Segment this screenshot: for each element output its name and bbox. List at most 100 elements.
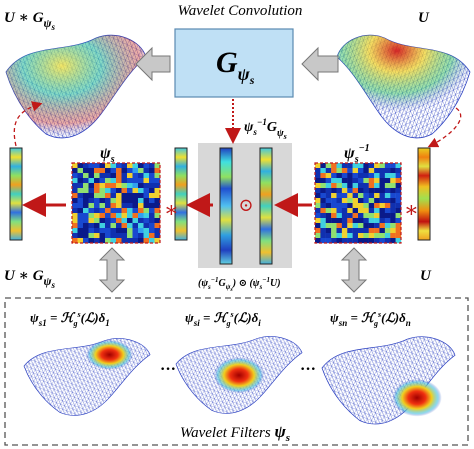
matrix-cell — [368, 208, 375, 214]
matrix-cell — [379, 163, 386, 169]
matrix-cell — [352, 163, 359, 169]
matrix-cell — [374, 183, 380, 189]
matrix-cell — [127, 183, 133, 189]
matrix-cell — [132, 213, 139, 219]
matrix-cell — [121, 218, 128, 224]
matrix-cell — [88, 213, 95, 219]
matrix-cell — [352, 168, 359, 174]
matrix-cell — [138, 173, 144, 179]
matrix-cell — [384, 213, 391, 219]
matrix-cell — [352, 228, 359, 234]
matrix-cell — [132, 188, 139, 194]
matrix-cell — [154, 173, 161, 179]
matrix-cell — [138, 163, 144, 169]
matrix-cell — [105, 218, 111, 224]
matrix-cell — [320, 188, 326, 194]
matrix-cell — [110, 168, 117, 174]
wavelet-matrix — [72, 163, 161, 244]
matrix-cell — [352, 223, 359, 229]
matrix-cell — [331, 238, 337, 244]
matrix-cell — [105, 163, 111, 169]
matrix-cell — [390, 183, 396, 189]
matrix-cell — [83, 228, 89, 234]
matrix-cell — [121, 163, 128, 169]
matrix-cell — [99, 208, 106, 214]
matrix-cell — [341, 183, 348, 189]
matrix-cell — [99, 163, 106, 169]
matrix-cell — [358, 213, 364, 219]
matrix-cell — [77, 178, 84, 184]
matrix-cell — [336, 163, 343, 169]
matrix-cell — [83, 188, 89, 194]
matrix-cell — [320, 213, 326, 219]
matrix-cell — [390, 238, 396, 244]
matrix-cell — [363, 228, 369, 234]
matrix-cell — [395, 223, 402, 229]
matrix-cell — [110, 233, 117, 239]
matrix-cell — [341, 238, 348, 244]
matrix-cell — [368, 198, 375, 204]
matrix-cell — [379, 173, 386, 179]
matrix-cell — [325, 193, 332, 199]
matrix-cell — [320, 193, 326, 199]
matrix-cell — [341, 213, 348, 219]
matrix-cell — [315, 228, 321, 234]
matrix-cell — [105, 188, 111, 194]
matrix-cell — [77, 213, 84, 219]
matrix-cell — [94, 178, 100, 184]
matrix-cell — [374, 228, 380, 234]
matrix-cell — [88, 178, 95, 184]
matrix-cell — [94, 163, 100, 169]
matrix-cell — [138, 198, 144, 204]
gray-arrow — [135, 46, 171, 82]
matrix-cell — [341, 188, 348, 194]
ellipsis: ··· — [160, 361, 176, 378]
matrix-cell — [325, 173, 332, 179]
input-label-top: U — [418, 10, 430, 26]
matrix-cell — [143, 183, 150, 189]
matrix-cell — [395, 238, 402, 244]
matrix-cell — [116, 173, 122, 179]
matrix-cell — [363, 178, 369, 184]
matrix-cell — [94, 198, 100, 204]
matrix-cell — [331, 208, 337, 214]
filter-formula: ψs1 = ℋgs(ℒ)δ1 — [30, 310, 110, 328]
matrix-cell — [149, 228, 155, 234]
matrix-cell — [384, 233, 391, 239]
matrix-cell — [352, 173, 359, 179]
matrix-cell — [374, 213, 380, 219]
matrix-cell — [83, 173, 89, 179]
matrix-cell — [154, 183, 161, 189]
matrix-cell — [154, 198, 161, 204]
matrix-cell — [121, 233, 128, 239]
matrix-cell — [384, 193, 391, 199]
matrix-cell — [143, 223, 150, 229]
matrix-cell — [390, 163, 396, 169]
matrix-cell — [154, 223, 161, 229]
matrix-cell — [99, 193, 106, 199]
matrix-cell — [336, 198, 343, 204]
matrix-cell — [368, 228, 375, 234]
matrix-cell — [374, 168, 380, 174]
matrix-cell — [374, 208, 380, 214]
matrix-cell — [121, 223, 128, 229]
vector — [9, 147, 23, 241]
matrix-cell — [368, 238, 375, 244]
matrix-cell — [379, 223, 386, 229]
matrix-cell — [395, 228, 402, 234]
matrix-cell — [315, 218, 321, 224]
matrix-cell — [320, 198, 326, 204]
matrix-cell — [336, 178, 343, 184]
matrix-cell — [149, 168, 155, 174]
matrix-cell — [379, 203, 386, 209]
matrix-cell — [379, 188, 386, 194]
matrix-cell — [149, 203, 155, 209]
matrix-cell — [363, 173, 369, 179]
matrix-cell — [138, 168, 144, 174]
matrix-cell — [77, 173, 84, 179]
ellipsis: ··· — [300, 361, 316, 378]
matrix-cell — [94, 218, 100, 224]
matrix-cell — [384, 188, 391, 194]
